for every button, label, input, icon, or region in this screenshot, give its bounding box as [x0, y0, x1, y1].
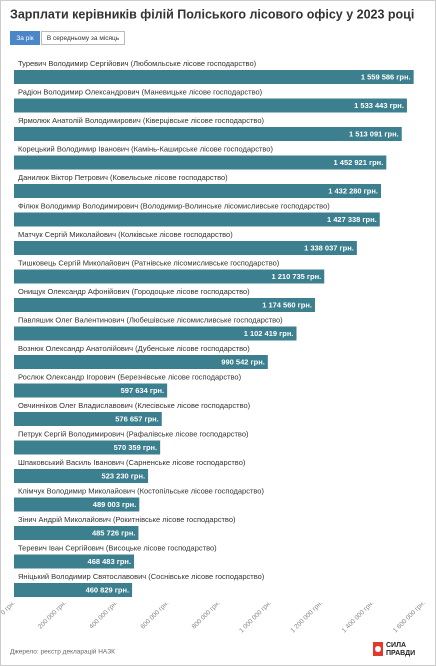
bar: [14, 98, 407, 113]
category-label: Вознюк Олександр Анатолійович (Дубенське…: [18, 344, 250, 353]
logo-icon: [375, 646, 381, 652]
bar: [14, 70, 414, 84]
value-label: 570 359 грн.: [114, 443, 158, 452]
category-label: Зінич Андрій Миколайович (Рокитнівське л…: [18, 515, 236, 524]
category-label: Рослюк Олександр Ігорович (Березнівське …: [18, 372, 242, 381]
category-label: Корецький Володимир Іванович (Камінь-Каш…: [18, 144, 273, 153]
value-label: 1 338 037 грн.: [304, 243, 354, 252]
value-label: 1 174 560 грн.: [262, 300, 312, 309]
bar: [14, 155, 387, 170]
bar: [14, 269, 325, 284]
category-label: Овчинніков Олег Владиславович (Клесівськ…: [18, 401, 251, 410]
logo-text: СИЛА: [386, 642, 406, 649]
value-label: 460 829 грн.: [86, 585, 130, 594]
value-label: 468 483 грн.: [88, 557, 132, 566]
bar: [14, 298, 315, 312]
bar: [14, 440, 161, 455]
bar: [14, 127, 402, 141]
bar: [14, 497, 140, 512]
category-label: Туревич Володимир Сергійович (Любомльськ…: [18, 59, 257, 68]
value-label: 1 210 735 грн.: [271, 272, 321, 281]
value-label: 1 452 921 грн.: [334, 158, 384, 167]
bar: [14, 469, 149, 483]
category-label: Петрук Сергій Володимирович (Рафалівське…: [18, 429, 249, 438]
bar: [14, 554, 135, 569]
value-label: 1 432 280 грн.: [328, 186, 378, 195]
category-label: Клімчук Володимир Миколайович (Костопіль…: [18, 486, 264, 495]
category-label: Ярмолюк Анатолій Володимирович (Ківерців…: [18, 116, 264, 125]
button-active[interactable]: [10, 31, 40, 45]
bar: [14, 526, 139, 540]
value-label: 576 657 грн.: [115, 414, 159, 423]
category-label: Теревич Іван Сергійович (Висоцьке лісове…: [18, 543, 217, 552]
bar: [14, 241, 357, 255]
category-label: Філюк Володимир Володимирович (Володимир…: [18, 201, 330, 210]
category-label: Тишковець Сергій Миколайович (Ратнівське…: [18, 258, 280, 267]
button-label[interactable]: За рік: [16, 34, 33, 42]
logo-text: ПРАВДИ: [386, 650, 415, 657]
value-label: 1 102 419 грн.: [244, 329, 294, 338]
button[interactable]: [41, 31, 125, 45]
category-label: Онищук Олександр Афонійович (Городоцьке …: [18, 287, 250, 296]
category-label: Матчук Сергій Миколайович (Колківське лі…: [18, 230, 233, 239]
value-label: 990 542 грн.: [221, 357, 265, 366]
value-label: 485 726 грн.: [92, 528, 136, 537]
bar: [14, 583, 133, 597]
category-label: Данилюк Віктор Петрович (Ковельське лісо…: [18, 173, 228, 182]
value-label: 1 559 586 грн.: [361, 72, 411, 81]
value-label: 1 533 443 грн.: [354, 101, 404, 110]
value-label: 523 230 грн.: [102, 471, 146, 480]
category-label: Радіон Володимир Олександрович (Маневиць…: [18, 87, 263, 96]
value-label: 1 513 091 грн.: [349, 129, 399, 138]
button-label[interactable]: В середньому за місяць: [47, 34, 120, 42]
value-label: 597 634 грн.: [121, 386, 165, 395]
value-label: 1 427 338 грн.: [327, 215, 377, 224]
source: Джерело: реєстр декларацій НАЗК: [10, 648, 115, 656]
value-label: 489 003 грн.: [93, 500, 137, 509]
bar: [14, 326, 297, 341]
bar: [14, 212, 380, 227]
bar: [14, 383, 168, 398]
category-label: Шпаковський Василь Іванович (Сарненське …: [18, 458, 246, 467]
chart-title: Зарплати керівників філій Поліського ліс…: [10, 7, 414, 21]
bar: [14, 184, 382, 198]
category-label: Яніцький Володимир Святославович (Соснів…: [18, 572, 265, 581]
category-label: Павляшик Олег Валентинович (Любешівське …: [18, 315, 283, 324]
bar: [14, 355, 268, 369]
bar: [14, 412, 162, 426]
